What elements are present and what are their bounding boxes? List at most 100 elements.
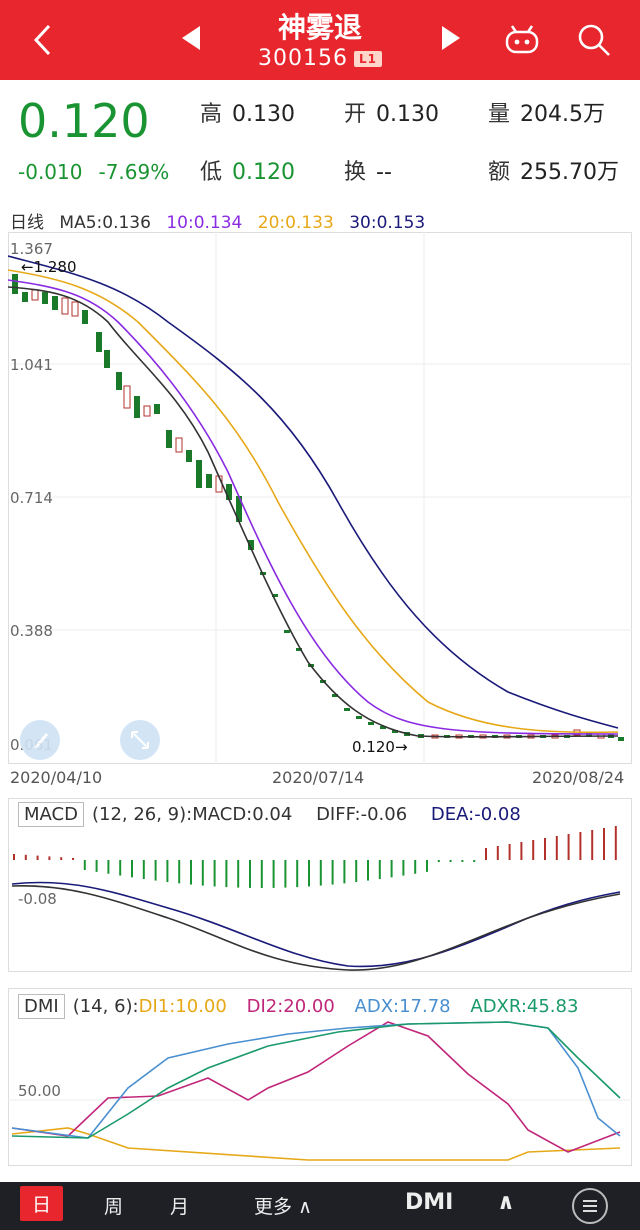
ma20-value: 20:0.133: [257, 213, 334, 233]
next-stock-button[interactable]: [440, 24, 464, 56]
candle: [116, 372, 122, 390]
y-tick-3: 0.714: [10, 489, 53, 507]
search-icon: [578, 24, 610, 56]
turnover-cell: 换 --: [344, 154, 392, 186]
menu-button[interactable]: [572, 1188, 608, 1224]
volume-cell: 量 204.5万: [488, 96, 605, 128]
expand-icon: [131, 731, 149, 749]
high-label: 高: [200, 102, 223, 127]
candle: [356, 716, 362, 719]
candle: [52, 296, 58, 310]
macd-histogram: [13, 826, 617, 888]
dmi-chart: [8, 1021, 632, 1161]
kline-chart[interactable]: ←1.280 0.120→: [8, 232, 632, 764]
candle: [96, 332, 102, 352]
candle: [226, 484, 232, 500]
ma10-value: 10:0.134: [166, 213, 243, 233]
macd-frame[interactable]: [8, 798, 632, 972]
top-bar: 神雾退 300156 L1: [0, 0, 640, 80]
candle: [42, 292, 48, 304]
y-tick-4: 0.388: [10, 622, 53, 640]
tab-more-label: 更多: [254, 1196, 293, 1218]
back-button[interactable]: [22, 18, 62, 62]
ma20-line: [8, 269, 619, 734]
high-value: 0.130: [232, 102, 295, 127]
dmi-frame[interactable]: [8, 988, 632, 1166]
dmi-di1: DI1:10.00: [138, 996, 227, 1017]
chevron-up-icon: ∧: [497, 1190, 515, 1215]
candle: [392, 730, 398, 733]
candle: [206, 474, 212, 488]
candle: [104, 350, 110, 368]
tab-week[interactable]: 周: [104, 1196, 124, 1218]
open-value: 0.130: [376, 102, 439, 127]
dmi-params: (14, 6):: [72, 996, 139, 1017]
quote-panel: 0.120 -0.010 -7.69% 高 0.130 开 0.130 量 204.5万…: [0, 80, 640, 200]
prev-arrow-icon: [182, 26, 200, 50]
robot-assistant-button[interactable]: [504, 24, 540, 60]
low-value: 0.120: [232, 160, 295, 185]
amount-cell: 额 255.70万: [488, 154, 619, 186]
indicator-selector[interactable]: DMI ∧: [405, 1190, 515, 1215]
low-label: 低: [200, 160, 223, 185]
candle: [123, 385, 131, 409]
ma30-line: [8, 255, 619, 729]
search-button[interactable]: [576, 22, 612, 62]
draw-tool-button[interactable]: [20, 720, 60, 760]
indicator-label: DMI: [405, 1190, 454, 1215]
low-annotation: 0.120→: [352, 738, 408, 756]
stock-code-row: 300156 L1: [0, 46, 640, 71]
volume-value: 204.5万: [520, 102, 605, 127]
dmi-di1-line: [11, 1127, 621, 1161]
tab-month[interactable]: 月: [170, 1196, 190, 1218]
y-tick-1: 1.367: [10, 240, 53, 258]
macd-title: MACD (12, 26, 9):MACD:0.04 DIFF:-0.06 DEA…: [18, 802, 521, 827]
period-label[interactable]: 日线: [10, 213, 44, 233]
price-change-pct: -7.69%: [98, 160, 170, 184]
robot-icon: [505, 25, 539, 54]
candle: [186, 450, 192, 462]
stock-code: 300156: [258, 46, 348, 71]
amount-value: 255.70万: [520, 160, 619, 185]
macd-diff: DIFF:-0.06: [316, 804, 408, 825]
fullscreen-button[interactable]: [120, 720, 160, 760]
price-change-row: -0.010 -7.69%: [18, 160, 185, 184]
menu-icon: [583, 1200, 597, 1212]
macd-diff-line: [11, 885, 621, 971]
ma-legend: 日线 MA5:0.136 10:0.134 20:0.133 30:0.153: [10, 208, 435, 233]
candle: [296, 648, 302, 651]
candle: [143, 405, 151, 417]
tab-more[interactable]: 更多 ∧: [254, 1192, 312, 1219]
dmi-title: DMI (14, 6):DI1:10.00 DI2:20.00 ADX:17.78…: [18, 994, 579, 1019]
current-price: 0.120: [18, 94, 150, 148]
candle: [248, 540, 254, 550]
level-badge: L1: [353, 51, 382, 67]
candle: [272, 594, 278, 597]
date-mid: 2020/07/14: [272, 768, 365, 787]
macd-chart: [11, 826, 621, 971]
candlesticks: [12, 274, 624, 741]
dmi-adx-line: [11, 1021, 621, 1139]
price-change: -0.010: [18, 160, 83, 184]
low-cell: 低 0.120: [200, 154, 295, 186]
stock-name: 神雾退: [277, 11, 362, 44]
prev-stock-button[interactable]: [178, 24, 202, 56]
tab-day[interactable]: 日: [20, 1186, 64, 1221]
candle: [618, 737, 624, 741]
open-label: 开: [344, 102, 367, 127]
dmi-adxr: ADXR:45.83: [470, 996, 579, 1017]
pen-icon: [34, 733, 48, 749]
macd-name[interactable]: MACD: [18, 802, 84, 827]
candle: [196, 460, 202, 488]
y-tick-2: 1.041: [10, 356, 53, 374]
dmi-adx: ADX:17.78: [354, 996, 451, 1017]
candle: [175, 437, 183, 453]
candle: [71, 301, 79, 317]
ma10-line: [8, 279, 619, 735]
dmi-name[interactable]: DMI: [18, 994, 65, 1019]
kline-chart-frame[interactable]: [8, 232, 632, 764]
macd-dea-line: [11, 881, 621, 968]
turnover-label: 换: [344, 160, 367, 185]
dmi-adxr-line: [11, 1021, 621, 1139]
